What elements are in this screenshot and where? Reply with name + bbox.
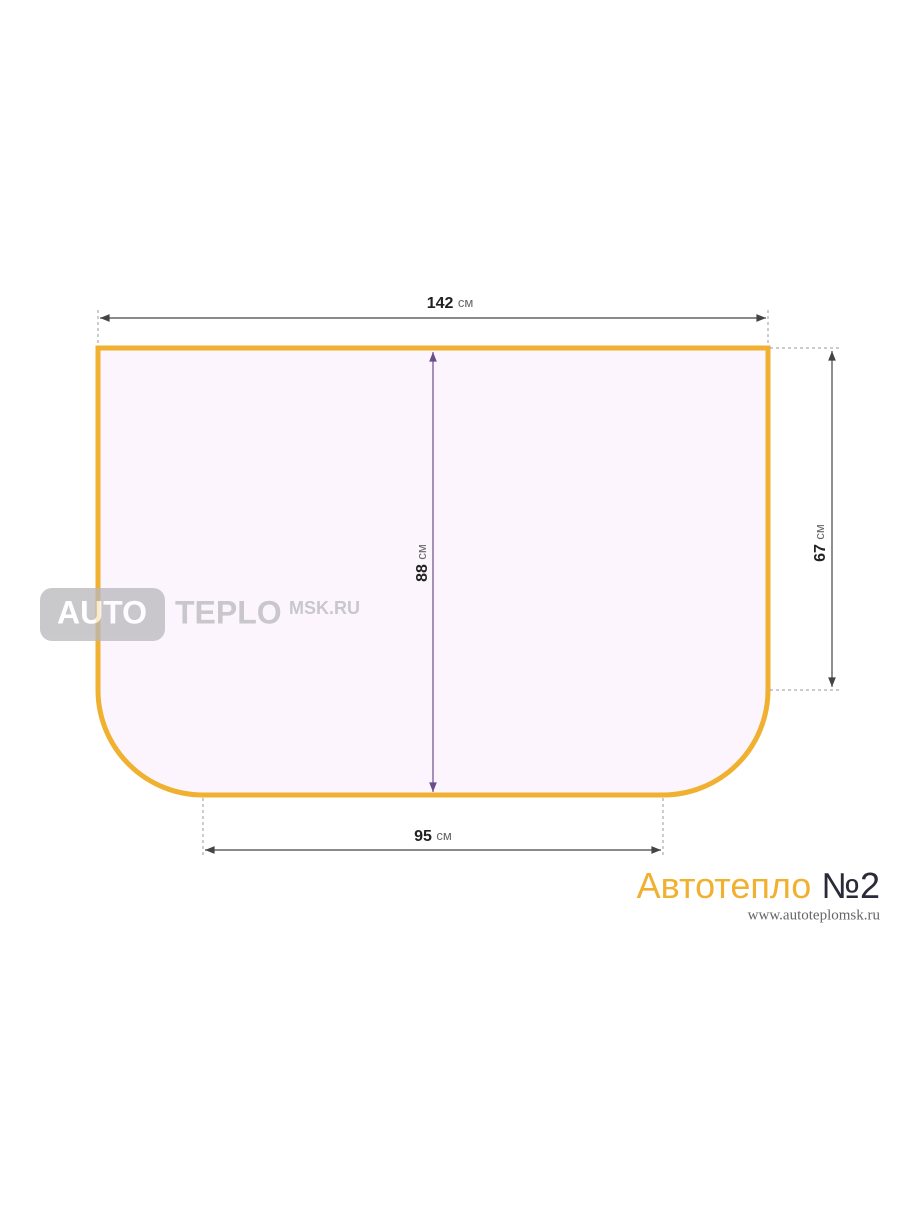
watermark-text: TEPLO bbox=[175, 594, 282, 630]
watermark: AUTO TEPLO MSK.RU bbox=[40, 588, 360, 641]
dim-unit: см bbox=[458, 295, 474, 310]
brand-number: №2 bbox=[821, 865, 880, 906]
dim-unit: см bbox=[414, 544, 429, 560]
dim-label: 142 см bbox=[427, 295, 474, 312]
watermark-text: MSK.RU bbox=[289, 598, 360, 618]
dim-label: 88 см bbox=[414, 544, 431, 582]
brand: Автотепло №2 bbox=[637, 865, 880, 906]
dim-value: 142 bbox=[427, 295, 454, 312]
dim-value: 95 bbox=[414, 828, 432, 845]
dim-unit: см bbox=[436, 828, 452, 843]
brand-name: Автотепло bbox=[637, 865, 812, 906]
watermark-badge bbox=[40, 588, 165, 641]
dim-value: 67 bbox=[812, 544, 829, 562]
dim-label: 95 см bbox=[414, 828, 452, 845]
brand-url: www.autoteplomsk.ru bbox=[748, 907, 881, 923]
extension-lines bbox=[97, 310, 840, 856]
dim-unit: см bbox=[812, 524, 827, 540]
dim-label: 67 см bbox=[812, 524, 829, 562]
dim-value: 88 bbox=[414, 564, 431, 582]
watermark-text: AUTO bbox=[57, 594, 147, 630]
